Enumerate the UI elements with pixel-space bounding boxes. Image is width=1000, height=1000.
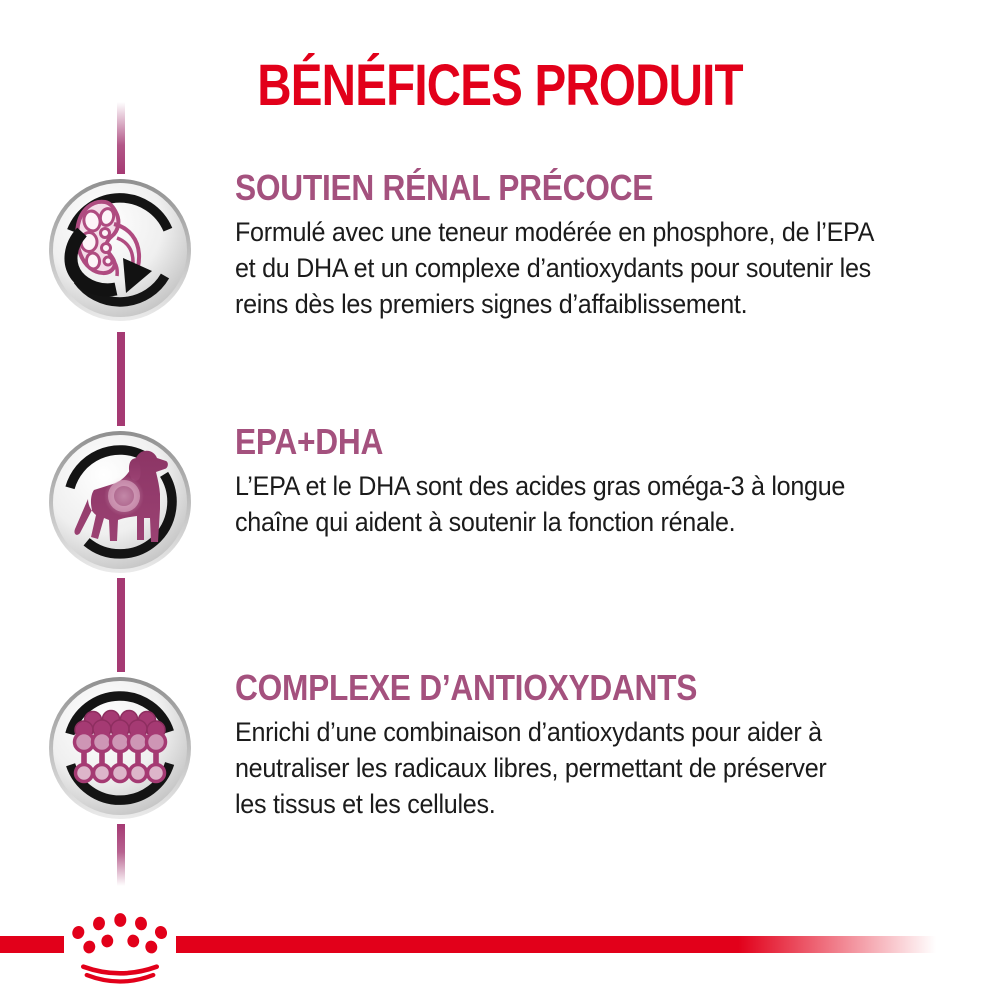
section-body: Formulé avec une teneur modérée en phosp… [235, 217, 875, 319]
timeline-connector-mid-2 [117, 578, 125, 672]
footer-stripe-left [0, 936, 64, 953]
crown-logo-svg [72, 913, 168, 984]
royal-canin-crown-logo [70, 912, 170, 988]
benefit-section-renal: SOUTIEN RÉNAL PRÉCOCE Formulé avec une t… [235, 170, 1000, 322]
section-body: L’EPA et le DHA sont des acides gras omé… [235, 471, 846, 537]
antioxidant-molecules-icon [48, 676, 192, 820]
page-title: BÉNÉFICES PRODUIT [257, 52, 743, 118]
antioxidant-molecules-icon-svg [49, 677, 191, 819]
kidney-recycle-icon [48, 178, 192, 322]
benefit-section-epa-dha: EPA+DHA L’EPA et le DHA sont des acides … [235, 424, 1000, 540]
dog-kidney-icon [48, 430, 192, 574]
section-body: Enrichi d’une combinaison d’antioxydants… [235, 717, 827, 819]
section-heading: SOUTIEN RÉNAL PRÉCOCE [235, 167, 654, 208]
dog-kidney-icon-svg [49, 431, 191, 573]
timeline-connector-bottom [117, 824, 125, 886]
timeline-connector-top [117, 102, 125, 174]
footer-stripe-right [176, 936, 936, 953]
section-heading: EPA+DHA [235, 421, 384, 462]
section-heading: COMPLEXE D’ANTIOXYDANTS [235, 667, 698, 708]
kidney-recycle-icon-svg [49, 179, 191, 321]
benefit-section-antioxydants: COMPLEXE D’ANTIOXYDANTS Enrichi d’une co… [235, 670, 1000, 822]
timeline-connector-mid-1 [117, 332, 125, 426]
